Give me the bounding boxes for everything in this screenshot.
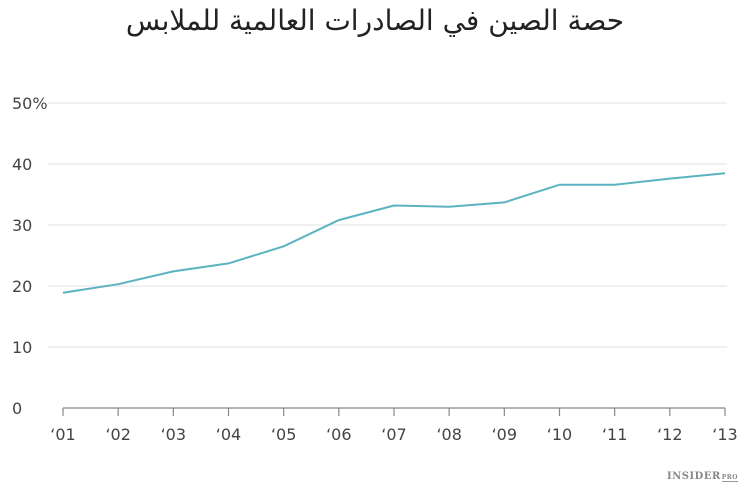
x-tick-label: ‘13: [712, 425, 737, 444]
logo-suffix: PRO: [721, 474, 738, 482]
y-tick-label: 50%: [12, 94, 48, 113]
x-axis: ‘01 ‘02 ‘03 ‘04 ‘05 ‘06 ‘07 ‘08 ‘09 ‘10 ‘11 ‘12 ‘13: [50, 407, 738, 444]
x-tick-label: ‘04: [216, 425, 241, 444]
x-tick-label: ‘02: [105, 425, 130, 444]
y-tick-label: 0: [12, 399, 22, 418]
x-tick-label: ‘08: [436, 425, 461, 444]
y-tick-label: 30: [12, 216, 32, 235]
y-tick-label: 10: [12, 338, 32, 357]
x-tick-label: ‘05: [271, 425, 296, 444]
x-tick-label: ‘09: [492, 425, 517, 444]
gridlines: [48, 102, 727, 348]
x-tick-label: ‘01: [50, 425, 75, 444]
x-tick-label: ‘03: [161, 425, 186, 444]
x-tick-label: ‘07: [381, 425, 406, 444]
x-tick-label: ‘10: [547, 425, 572, 444]
data-line: [62, 172, 726, 294]
x-tick-label: ‘12: [657, 425, 682, 444]
y-axis-labels: 0 10 20 30 40 50%: [12, 94, 48, 418]
x-tick-label: ‘06: [326, 425, 351, 444]
y-tick-label: 40: [12, 155, 32, 174]
logo-text: INSIDER: [666, 471, 721, 482]
x-tick-label: ‘11: [602, 425, 627, 444]
insider-pro-logo: INSIDERPRO: [667, 471, 738, 482]
chart-title: حصة الصين في الصادرات العالمية للملابس: [125, 4, 625, 37]
y-tick-label: 20: [12, 277, 32, 296]
